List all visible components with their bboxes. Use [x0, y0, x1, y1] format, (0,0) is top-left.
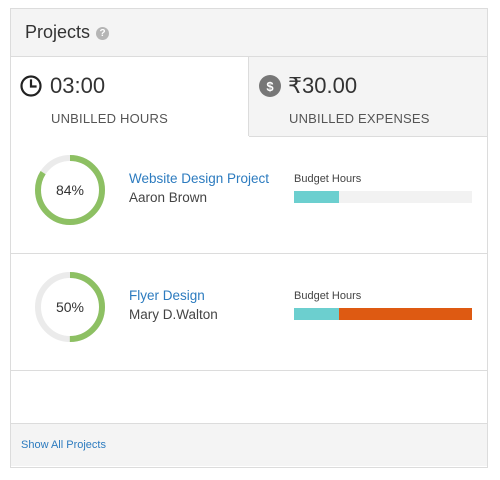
progress-ring	[35, 155, 105, 225]
progress-percent: 84%	[55, 182, 85, 198]
project-name-link[interactable]: Website Design Project	[129, 171, 270, 186]
unbilled-hours-label: UNBILLED HOURS	[51, 111, 168, 126]
question-icon[interactable]: ?	[96, 27, 110, 40]
budget-used-fill	[294, 191, 339, 203]
tab-unbilled-hours[interactable]: 03:00 UNBILLED HOURS	[11, 57, 249, 137]
unbilled-expenses-value: ₹30.00	[288, 73, 358, 98]
progress-ring-arc	[35, 155, 105, 225]
budget-bar	[294, 191, 472, 203]
dollar-icon: $	[259, 75, 281, 97]
unbilled-hours-value: 03:00	[50, 73, 106, 98]
budget-label: Budget Hours	[294, 173, 362, 185]
unbilled-expenses-label: UNBILLED EXPENSES	[289, 111, 430, 126]
show-all-projects-link[interactable]: Show All Projects	[21, 439, 106, 451]
project-row: 84% Website Design Project Aaron Brown B…	[11, 137, 487, 254]
progress-ring-arc	[35, 272, 105, 342]
empty-row	[11, 371, 487, 424]
project-owner: Aaron Brown	[129, 190, 208, 205]
progress-percent: 50%	[55, 299, 85, 315]
tab-unbilled-expenses[interactable]: $ ₹30.00 UNBILLED EXPENSES	[249, 57, 487, 136]
widget-footer: Show All Projects	[11, 424, 487, 466]
projects-widget: Projects ? 03:00 UNBILLED HOURS $ ₹30.00…	[10, 8, 488, 468]
budget-over-fill	[338, 308, 472, 320]
budget-used-fill	[294, 308, 339, 320]
progress-ring	[35, 272, 105, 342]
budget-bar	[294, 308, 472, 320]
project-name-link[interactable]: Flyer Design	[129, 288, 205, 303]
summary-tabs: 03:00 UNBILLED HOURS $ ₹30.00 UNBILLED E…	[11, 57, 487, 137]
widget-header: Projects ?	[11, 9, 487, 57]
budget-label: Budget Hours	[294, 290, 362, 302]
clock-icon	[20, 75, 42, 97]
project-owner: Mary D.Walton	[129, 307, 218, 322]
project-row: 50% Flyer Design Mary D.Walton Budget Ho…	[11, 254, 487, 371]
widget-title: Projects	[25, 22, 91, 42]
